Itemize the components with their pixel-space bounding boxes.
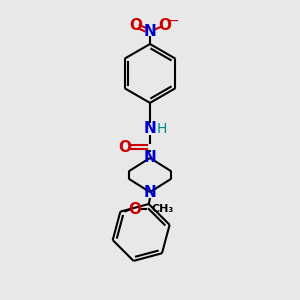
Text: O: O [158,18,171,33]
Text: N: N [144,24,156,39]
Text: N: N [144,121,156,136]
Text: N: N [144,150,156,165]
Text: N: N [144,184,156,200]
Text: O: O [118,140,131,154]
Text: O: O [128,202,141,217]
Text: −: − [167,14,179,28]
Text: H: H [157,122,167,136]
Text: CH₃: CH₃ [151,204,173,214]
Text: O: O [129,18,142,33]
